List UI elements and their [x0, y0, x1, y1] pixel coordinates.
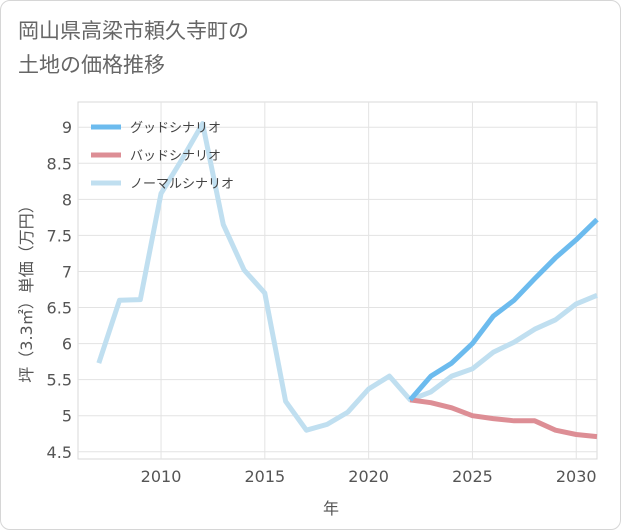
- series-line-1: [409, 397, 598, 440]
- x-tick-label: 2025: [452, 467, 493, 486]
- x-tick-label: 2015: [244, 467, 285, 486]
- legend-label: ノーマルシナリオ: [130, 177, 234, 192]
- y-tick-label: 8: [62, 190, 72, 209]
- y-axis-label: 坪（3.3㎡）単価（万円）: [17, 197, 36, 382]
- y-tick-label: 7.5: [47, 226, 72, 245]
- x-tick-label: 2030: [556, 467, 597, 486]
- series-line-0: [408, 217, 599, 402]
- chart-title: 岡山県高梁市頼久寺町の 土地の価格推移: [18, 19, 249, 77]
- legend-label: バッドシナリオ: [130, 149, 221, 164]
- y-tick-label: 6.5: [47, 299, 72, 318]
- legend-label: グッドシナリオ: [130, 121, 221, 136]
- y-tick-label: 5: [62, 407, 72, 426]
- y-tick-label: 6: [62, 335, 72, 354]
- y-tick-label: 7: [62, 262, 72, 281]
- series-line-2: [96, 121, 598, 433]
- series-layer: [96, 121, 599, 440]
- plot-frame: [77, 101, 598, 460]
- grid: [77, 101, 598, 460]
- x-tick-label: 2020: [348, 467, 389, 486]
- x-tick-label: 2010: [141, 467, 182, 486]
- y-tick-label: 9: [62, 118, 72, 137]
- x-axis-label: 年: [323, 499, 339, 518]
- y-tick-label: 4.5: [47, 443, 72, 462]
- y-tick-label: 5.5: [47, 371, 72, 390]
- axis-ticks: 4.5 5 5.5 6 6.5 7 7.5 8 8.5 9 2010 2015 2020 2025 2030: [47, 118, 597, 486]
- y-tick-label: 8.5: [47, 154, 72, 173]
